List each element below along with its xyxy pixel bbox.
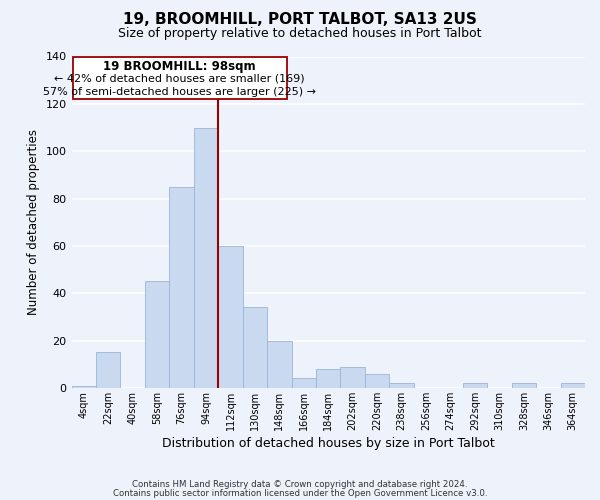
Text: ← 42% of detached houses are smaller (169): ← 42% of detached houses are smaller (16… — [55, 73, 305, 83]
Bar — [194, 128, 218, 388]
Bar — [242, 308, 267, 388]
Bar — [71, 386, 96, 388]
Bar — [560, 383, 585, 388]
Bar — [218, 246, 242, 388]
Bar — [463, 383, 487, 388]
Text: 19, BROOMHILL, PORT TALBOT, SA13 2US: 19, BROOMHILL, PORT TALBOT, SA13 2US — [123, 12, 477, 28]
Text: Contains HM Land Registry data © Crown copyright and database right 2024.: Contains HM Land Registry data © Crown c… — [132, 480, 468, 489]
Bar — [169, 186, 194, 388]
Bar — [365, 374, 389, 388]
Bar — [267, 340, 292, 388]
Text: Contains public sector information licensed under the Open Government Licence v3: Contains public sector information licen… — [113, 488, 487, 498]
Bar — [96, 352, 121, 388]
Y-axis label: Number of detached properties: Number of detached properties — [27, 129, 40, 315]
Text: Size of property relative to detached houses in Port Talbot: Size of property relative to detached ho… — [118, 28, 482, 40]
Bar — [292, 378, 316, 388]
Text: 19 BROOMHILL: 98sqm: 19 BROOMHILL: 98sqm — [103, 60, 256, 73]
Bar — [340, 366, 365, 388]
Bar — [316, 369, 340, 388]
FancyBboxPatch shape — [73, 56, 287, 99]
Text: 57% of semi-detached houses are larger (225) →: 57% of semi-detached houses are larger (… — [43, 88, 316, 98]
Bar — [512, 383, 536, 388]
Bar — [145, 282, 169, 388]
Bar — [389, 383, 414, 388]
X-axis label: Distribution of detached houses by size in Port Talbot: Distribution of detached houses by size … — [162, 437, 494, 450]
